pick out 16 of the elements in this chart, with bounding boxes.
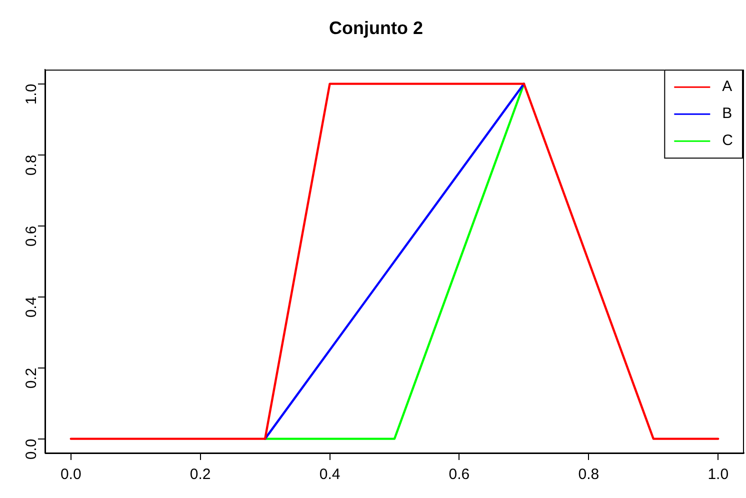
- x-tick-label: 0.0: [60, 466, 82, 484]
- y-tick-label: 0.6: [23, 226, 40, 247]
- y-tick-label: 0.2: [23, 368, 40, 389]
- y-tick-label: 1.0: [23, 84, 40, 105]
- x-tick-label: 0.4: [319, 466, 340, 484]
- y-tick-label: 0.0: [23, 438, 40, 460]
- chart-title: Conjunto 2: [329, 18, 423, 38]
- x-tick-label: 1.0: [708, 466, 729, 484]
- legend-label: A: [722, 78, 732, 96]
- x-tick-label: 0.6: [448, 466, 470, 484]
- legend-label: B: [722, 105, 732, 122]
- y-tick-label: 0.8: [23, 154, 40, 176]
- x-tick-label: 0.8: [578, 466, 600, 484]
- y-tick-label: 0.4: [23, 296, 40, 318]
- x-tick-label: 0.2: [190, 466, 211, 484]
- legend-label: C: [722, 132, 734, 150]
